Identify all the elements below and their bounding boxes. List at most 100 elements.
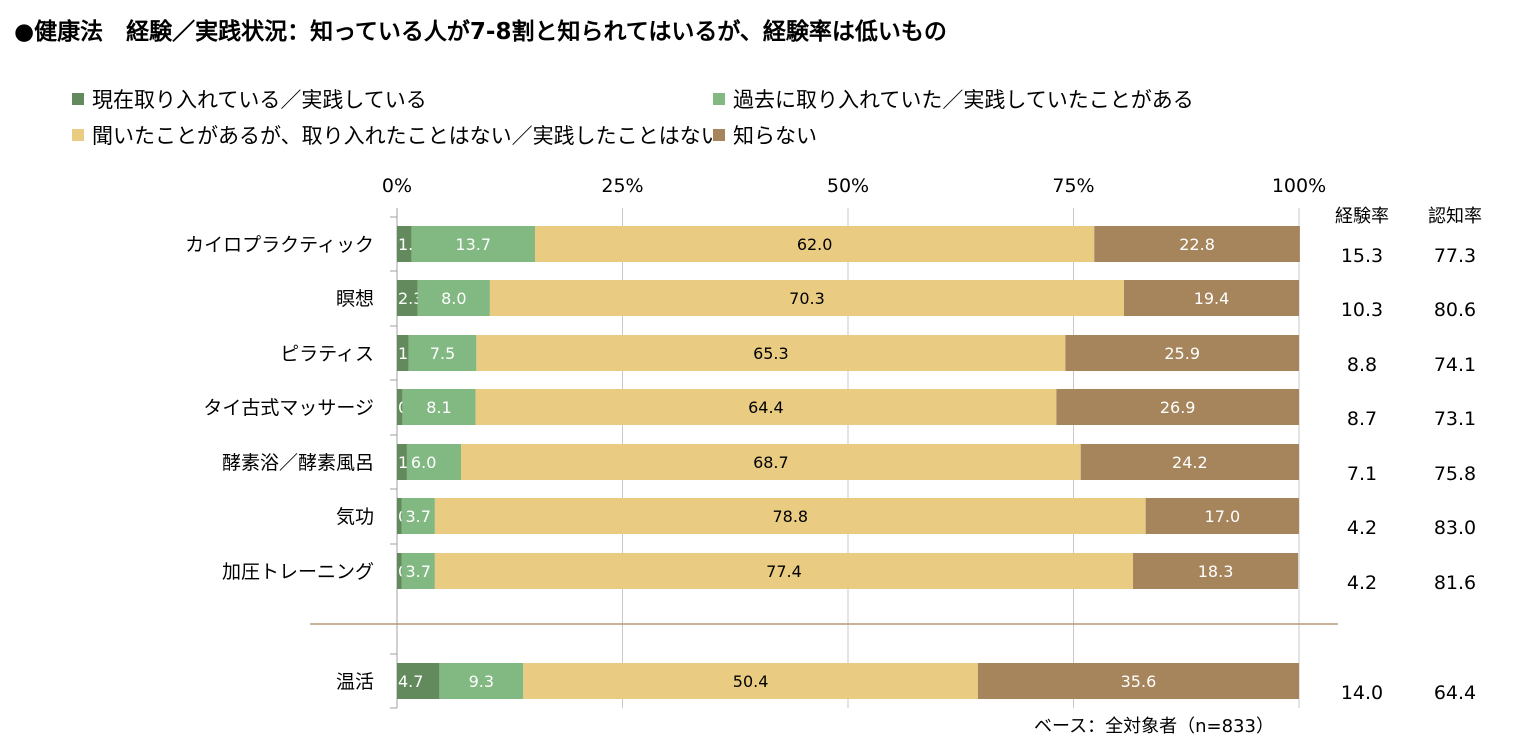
legend-swatch-unknown	[713, 129, 725, 141]
data-label: 65.3	[753, 344, 789, 363]
bar-segment	[476, 335, 1066, 371]
bar-segment	[397, 389, 403, 425]
extra-column-value: 83.0	[1434, 517, 1476, 539]
data-label: 8.0	[441, 289, 466, 308]
bar-segment	[397, 553, 402, 589]
legend-label-past: 過去に取り入れていた／実践していたことがある	[733, 88, 1194, 112]
data-label: 68.7	[753, 453, 789, 472]
bar-segment	[439, 663, 524, 699]
extra-column-value: 8.7	[1347, 408, 1377, 430]
extra-column-value: 7.1	[1347, 463, 1377, 485]
x-tick-label: 100%	[1272, 175, 1326, 197]
category-label: 気功	[336, 506, 374, 528]
bar-segment	[401, 498, 435, 534]
extra-column-value: 75.8	[1434, 463, 1476, 485]
base-note: ベース：全対象者（n=833）	[1034, 716, 1274, 737]
extra-column-value: 80.6	[1434, 299, 1476, 321]
bar-segment	[408, 335, 477, 371]
extra-column-value: 81.6	[1434, 572, 1476, 594]
data-label: 7.5	[430, 344, 455, 363]
extra-column-value: 14.0	[1341, 682, 1383, 704]
data-label: 2.3	[398, 289, 423, 308]
data-label: 26.9	[1160, 398, 1196, 417]
bar-segment	[1133, 553, 1299, 589]
bar-segment	[977, 663, 1299, 699]
bar-segment	[1094, 226, 1300, 262]
bar-segment	[434, 553, 1134, 589]
category-label: カイロプラクティック	[185, 234, 374, 256]
legend-item-current: 現在取り入れている／実践している	[72, 84, 427, 114]
bar-segment	[523, 663, 978, 699]
bar-segment	[1145, 498, 1299, 534]
extra-column-value: 4.2	[1347, 517, 1377, 539]
x-tick-label: 50%	[827, 175, 869, 197]
category-label: ピラティス	[280, 343, 374, 365]
bar-segment	[1124, 280, 1299, 316]
chart-title: ●健康法 経験／実践状況：知っている人が7-8割と知られてはいるが、経験率は低い…	[14, 19, 947, 45]
legend-swatch-heard	[72, 129, 84, 141]
bar-segment	[434, 498, 1146, 534]
data-label: 18.3	[1198, 562, 1234, 581]
legend-item-heard: 聞いたことがあるが、取り入れたことはない／実践したことはない	[72, 120, 722, 150]
extra-column-header: 経験率	[1335, 206, 1389, 227]
data-label: 4.7	[398, 672, 423, 691]
data-label: 17.0	[1205, 507, 1241, 526]
extra-column-value: 64.4	[1434, 682, 1476, 704]
data-label: 77.4	[766, 562, 802, 581]
data-label: 8.1	[426, 398, 451, 417]
bar-segment	[397, 280, 418, 316]
extra-column-value: 8.8	[1347, 354, 1377, 376]
bar-segment	[411, 226, 536, 262]
bar-segment	[475, 389, 1057, 425]
bar-segment	[401, 553, 435, 589]
category-label: 瞑想	[336, 288, 374, 310]
bar-segment	[397, 663, 440, 699]
x-tick-label: 0%	[382, 175, 412, 197]
data-label: 25.9	[1164, 344, 1200, 363]
extra-column-value: 15.3	[1341, 245, 1383, 267]
data-label: 3.7	[406, 562, 431, 581]
bar-segment	[397, 498, 402, 534]
data-label: 19.4	[1194, 289, 1230, 308]
legend-swatch-current	[72, 93, 84, 105]
bar-segment	[1080, 444, 1299, 480]
bar-segment	[461, 444, 1081, 480]
bar-segment	[397, 226, 412, 262]
data-label: 22.8	[1179, 235, 1215, 254]
bar-segment	[489, 280, 1125, 316]
data-label: 24.2	[1172, 453, 1208, 472]
legend-label-current: 現在取り入れている／実践している	[92, 88, 427, 112]
legend-item-unknown: 知らない	[713, 120, 817, 150]
data-label: 6.0	[411, 453, 436, 472]
bar-segment	[402, 389, 476, 425]
extra-column-value: 10.3	[1341, 299, 1383, 321]
data-label: 50.4	[733, 672, 769, 691]
bar-segment	[397, 335, 409, 371]
data-label: 62.0	[797, 235, 833, 254]
bar-segment	[397, 444, 407, 480]
bar-segment	[417, 280, 490, 316]
legend-label-heard: 聞いたことがあるが、取り入れたことはない／実践したことはない	[92, 124, 722, 148]
extra-column-value: 74.1	[1434, 354, 1476, 376]
extra-column-value: 73.1	[1434, 408, 1476, 430]
x-tick-label: 25%	[601, 175, 643, 197]
bar-segment	[406, 444, 462, 480]
data-label: 13.7	[455, 235, 491, 254]
bar-segment	[1065, 335, 1299, 371]
category-label: 酵素浴／酵素風呂	[222, 452, 374, 474]
bar-segment	[1056, 389, 1299, 425]
legend-label-unknown: 知らない	[733, 124, 817, 148]
legend-item-past: 過去に取り入れていた／実践していたことがある	[713, 84, 1194, 114]
extra-column-value: 77.3	[1434, 245, 1476, 267]
data-label: 70.3	[789, 289, 825, 308]
data-label: 9.3	[469, 672, 494, 691]
extra-column-header: 認知率	[1428, 206, 1482, 227]
x-tick-label: 75%	[1052, 175, 1094, 197]
data-label: 35.6	[1121, 672, 1157, 691]
data-label: 78.8	[772, 507, 808, 526]
legend-swatch-past	[713, 93, 725, 105]
category-label: タイ古式マッサージ	[203, 397, 374, 419]
bar-segment	[535, 226, 1095, 262]
extra-column-value: 4.2	[1347, 572, 1377, 594]
